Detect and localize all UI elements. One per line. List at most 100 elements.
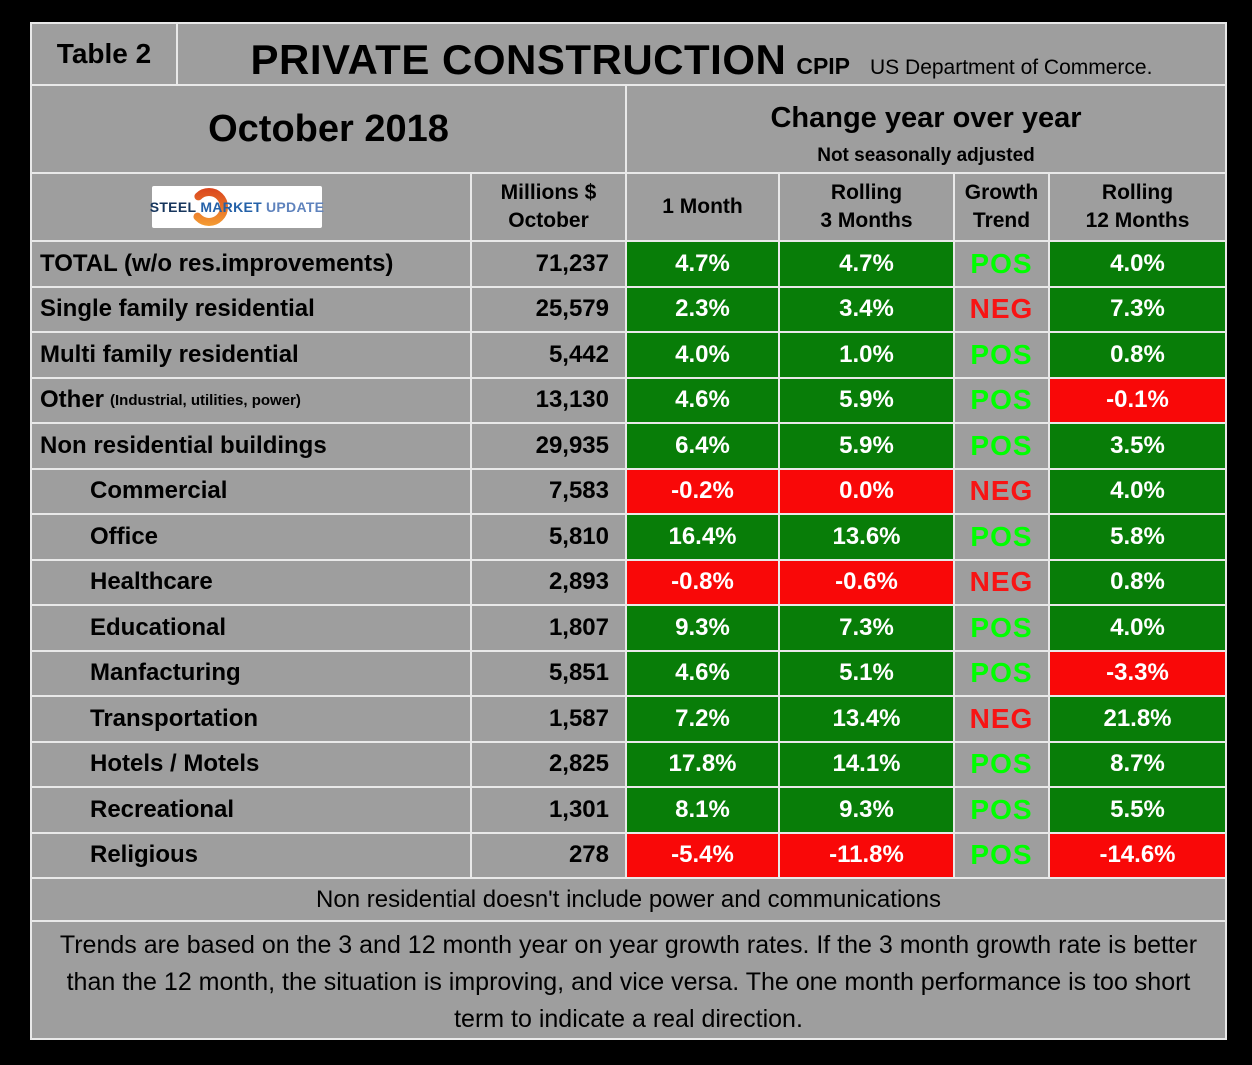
pct-rolling12: -3.3% bbox=[1050, 651, 1225, 695]
report-month: October 2018 bbox=[32, 86, 627, 172]
row-label-note: (Industrial, utilities, power) bbox=[110, 391, 301, 409]
logo-text: STEEL MARKET UPDATE bbox=[150, 198, 325, 217]
row-label: Religious bbox=[32, 833, 472, 877]
pct-1month: 4.6% bbox=[627, 651, 780, 695]
growth-trend-cell: NEG bbox=[955, 560, 1050, 604]
title-row: Table 2 PRIVATE CONSTRUCTION CPIP US Dep… bbox=[32, 24, 1225, 86]
pct-1month: 7.2% bbox=[627, 697, 780, 741]
row-value-millions: 29,935 bbox=[472, 424, 627, 468]
row-value-millions: 25,579 bbox=[472, 287, 627, 331]
row-value-millions: 7,583 bbox=[472, 469, 627, 513]
column-header-millions: Millions $ October bbox=[472, 174, 627, 240]
pct-rolling3: 3.4% bbox=[780, 287, 955, 331]
pct-rolling12: 0.8% bbox=[1050, 333, 1225, 377]
growth-trend-cell: POS bbox=[955, 242, 1050, 286]
growth-trend-value: POS bbox=[970, 611, 1033, 643]
pct-rolling3: -0.6% bbox=[780, 560, 955, 604]
pct-1month: 16.4% bbox=[627, 515, 780, 559]
column-header-growth-line2: Trend bbox=[972, 209, 1031, 232]
column-header-rolling3-line1: Rolling bbox=[830, 180, 903, 204]
row-value-millions: 71,237 bbox=[472, 242, 627, 286]
column-header-1month-label: 1 Month bbox=[662, 194, 743, 218]
row-value-millions: 1,301 bbox=[472, 788, 627, 832]
table-row: Manfacturing 5,851 4.6% 5.1% POS -3.3% bbox=[32, 651, 1225, 697]
pct-rolling3: 4.7% bbox=[780, 242, 955, 286]
growth-trend-cell: POS bbox=[955, 788, 1050, 832]
table-row: Non residential buildings 29,935 6.4% 5.9% P… bbox=[32, 424, 1225, 470]
pct-1month: -0.2% bbox=[627, 469, 780, 513]
table-number-label: Table 2 bbox=[32, 24, 178, 84]
column-header-millions-line1: Millions $ bbox=[500, 180, 597, 204]
table-row: Multi family residential 5,442 4.0% 1.0% POS… bbox=[32, 333, 1225, 379]
change-header-cell: Change year over year Not seasonally adj… bbox=[627, 86, 1225, 172]
footnote-1: Non residential doesn't include power an… bbox=[32, 879, 1225, 922]
growth-trend-value: POS bbox=[970, 247, 1033, 279]
pct-rolling3: 7.3% bbox=[780, 606, 955, 650]
footnote-2: Trends are based on the 3 and 12 month y… bbox=[59, 931, 1198, 1033]
growth-trend-cell: NEG bbox=[955, 697, 1050, 741]
column-header-row: STEEL MARKET UPDATE Millions $ October 1 M… bbox=[32, 174, 1225, 242]
table-body: TOTAL (w/o res.improvements) 71,237 4.7% 4.… bbox=[32, 242, 1225, 879]
pct-rolling12: 4.0% bbox=[1050, 469, 1225, 513]
subheader-row: October 2018 Change year over year Not s… bbox=[32, 86, 1225, 174]
row-label: Non residential buildings bbox=[32, 424, 472, 468]
title-bar: PRIVATE CONSTRUCTION CPIP US Department … bbox=[178, 24, 1225, 84]
table-row: Recreational 1,301 8.1% 9.3% POS 5.5% bbox=[32, 788, 1225, 834]
growth-trend-value: POS bbox=[970, 384, 1033, 416]
growth-trend-value: NEG bbox=[969, 702, 1034, 734]
growth-trend-cell: POS bbox=[955, 424, 1050, 468]
column-header-rolling12-line2: 12 Months bbox=[1085, 209, 1190, 232]
pct-1month: 2.3% bbox=[627, 287, 780, 331]
column-header-rolling3: Rolling 3 Months bbox=[780, 174, 955, 240]
row-label: Educational bbox=[32, 606, 472, 650]
column-header-1month: 1 Month bbox=[627, 174, 780, 240]
pct-1month: 9.3% bbox=[627, 606, 780, 650]
row-label: Multi family residential bbox=[32, 333, 472, 377]
pct-rolling12: 4.0% bbox=[1050, 606, 1225, 650]
logo-word-update: UPDATE bbox=[266, 198, 325, 215]
pct-1month: 4.6% bbox=[627, 378, 780, 422]
row-value-millions: 2,825 bbox=[472, 742, 627, 786]
pct-rolling12: 21.8% bbox=[1050, 697, 1225, 741]
cpip-label: CPIP bbox=[796, 53, 851, 79]
row-value-millions: 1,587 bbox=[472, 697, 627, 741]
row-value-millions: 13,130 bbox=[472, 378, 627, 422]
pct-1month: 17.8% bbox=[627, 742, 780, 786]
row-label: Other (Industrial, utilities, power) bbox=[32, 378, 472, 422]
row-label: Commercial bbox=[32, 469, 472, 513]
pct-rolling3: 14.1% bbox=[780, 742, 955, 786]
table-row: Other (Industrial, utilities, power) 13,13… bbox=[32, 378, 1225, 424]
pct-rolling12: 8.7% bbox=[1050, 742, 1225, 786]
growth-trend-cell: NEG bbox=[955, 469, 1050, 513]
pct-rolling3: 1.0% bbox=[780, 333, 955, 377]
pct-1month: 4.7% bbox=[627, 242, 780, 286]
column-header-rolling3-line2: 3 Months bbox=[820, 209, 913, 232]
row-value-millions: 5,442 bbox=[472, 333, 627, 377]
pct-1month: -0.8% bbox=[627, 560, 780, 604]
row-label: Recreational bbox=[32, 788, 472, 832]
table-row: Educational 1,807 9.3% 7.3% POS 4.0% bbox=[32, 606, 1225, 652]
growth-trend-value: POS bbox=[970, 338, 1033, 370]
row-value-millions: 2,893 bbox=[472, 560, 627, 604]
change-title: Change year over year bbox=[770, 102, 1082, 134]
logo-cell: STEEL MARKET UPDATE bbox=[32, 174, 472, 240]
table-row: Transportation 1,587 7.2% 13.4% NEG 21.8% bbox=[32, 697, 1225, 743]
column-header-rolling12: Rolling 12 Months bbox=[1050, 174, 1225, 240]
pct-rolling3: 5.9% bbox=[780, 424, 955, 468]
pct-1month: 4.0% bbox=[627, 333, 780, 377]
pct-rolling12: 7.3% bbox=[1050, 287, 1225, 331]
growth-trend-cell: NEG bbox=[955, 287, 1050, 331]
page-title: PRIVATE CONSTRUCTION bbox=[250, 36, 787, 83]
pct-rolling12: -14.6% bbox=[1050, 833, 1225, 877]
table-row: Single family residential 25,579 2.3% 3.4% N… bbox=[32, 287, 1225, 333]
pct-1month: 8.1% bbox=[627, 788, 780, 832]
pct-rolling3: 0.0% bbox=[780, 469, 955, 513]
growth-trend-value: NEG bbox=[969, 293, 1034, 325]
growth-trend-cell: POS bbox=[955, 742, 1050, 786]
growth-trend-cell: POS bbox=[955, 833, 1050, 877]
growth-trend-value: POS bbox=[970, 793, 1033, 825]
row-label: Hotels / Motels bbox=[32, 742, 472, 786]
pct-rolling3: 5.1% bbox=[780, 651, 955, 695]
growth-trend-value: POS bbox=[970, 429, 1033, 461]
